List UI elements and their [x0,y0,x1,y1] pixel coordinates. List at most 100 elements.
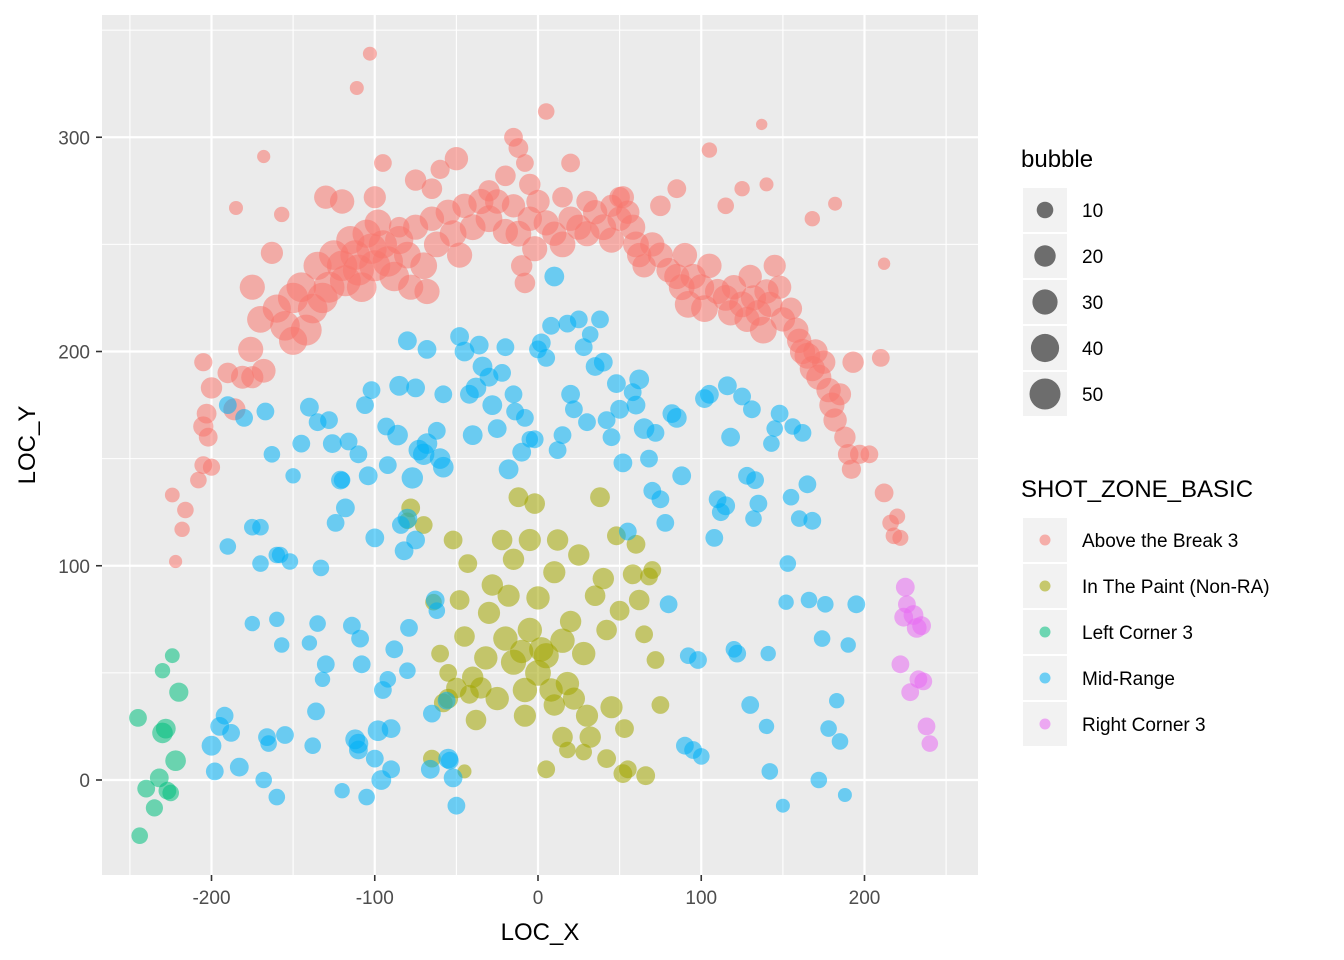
data-point [447,796,466,815]
data-point [779,555,797,572]
data-point [239,274,265,300]
data-point [542,316,560,335]
data-point [610,399,629,419]
data-point [322,434,342,453]
data-point [428,602,446,619]
size-legend-label: 50 [1082,385,1103,406]
data-point [358,466,378,486]
data-point [823,408,847,432]
data-point [389,375,410,396]
data-point [526,586,550,610]
data-point [443,530,463,550]
color-legend-key-symbol [1039,718,1051,730]
data-point [525,430,544,449]
data-point [763,435,780,452]
data-point [891,655,910,674]
y-tick-label: 300 [58,128,90,149]
data-point [238,336,264,362]
data-point [782,488,800,506]
data-point [274,637,290,653]
data-point [155,718,176,739]
data-point [502,548,525,570]
data-point [229,757,249,777]
size-legend-key-symbol [1032,289,1058,315]
data-point [508,138,529,158]
data-point [485,686,509,711]
data-point [568,544,590,566]
data-point [137,779,156,798]
data-point [810,771,828,789]
data-point [874,483,894,503]
data-point [423,704,441,723]
data-point [349,445,368,464]
data-point [847,595,866,614]
data-point [650,195,671,217]
size-legend-label: 20 [1082,247,1103,268]
size-legend-key-symbol [1034,245,1056,267]
data-point [512,677,538,703]
data-point [131,827,148,844]
data-point [263,446,281,463]
data-point [640,449,658,468]
data-point [834,426,856,448]
data-point [537,349,556,367]
data-point [129,709,147,727]
data-point [689,651,707,669]
data-point [334,783,350,799]
data-point [561,384,580,404]
data-point [316,655,335,674]
data-point [591,310,609,329]
data-point [215,706,234,725]
color-legend-label: Left Corner 3 [1082,623,1193,644]
data-point [622,564,643,585]
color-legend: SHOT_ZONE_BASIC Above the Break 3 In The … [1021,476,1270,746]
data-point [575,743,592,761]
y-axis-title: LOC_Y [14,406,41,485]
size-legend-label: 10 [1082,201,1103,222]
data-point [618,760,637,779]
data-point [756,118,768,131]
data-point [636,766,656,786]
data-point [493,364,511,382]
data-point [828,383,852,406]
data-point [276,726,294,744]
data-point [800,591,818,609]
data-point [767,275,792,299]
data-point [590,487,610,508]
data-point [901,683,920,702]
data-point [356,396,374,414]
data-point [705,529,724,547]
color-legend-key-symbol [1039,534,1051,546]
data-point [778,594,794,610]
data-point [559,741,576,759]
data-point [164,648,180,664]
data-point [508,487,529,508]
data-point [518,528,541,552]
data-point [205,762,224,781]
data-point [406,378,425,398]
data-point [579,726,601,748]
data-point [651,490,670,509]
y-axis-ticks: 0 100 200 300 [58,128,102,792]
data-point [219,538,237,555]
data-point [531,333,551,353]
data-point [498,459,519,480]
data-point [400,619,418,637]
data-point [759,177,774,192]
data-point [256,402,275,421]
data-point [437,691,456,710]
data-point [164,487,180,503]
data-point [252,555,269,572]
data-point [308,413,327,432]
data-point [491,529,513,551]
data-point [200,377,223,399]
data-point [746,471,764,489]
x-axis-title: LOC_X [501,919,580,946]
x-tick-label: 100 [685,888,717,909]
data-point [244,615,260,632]
data-point [443,768,463,788]
size-legend: bubble 10 20 30 40 50 [1021,146,1103,416]
data-point [154,663,171,679]
data-point [379,671,397,688]
